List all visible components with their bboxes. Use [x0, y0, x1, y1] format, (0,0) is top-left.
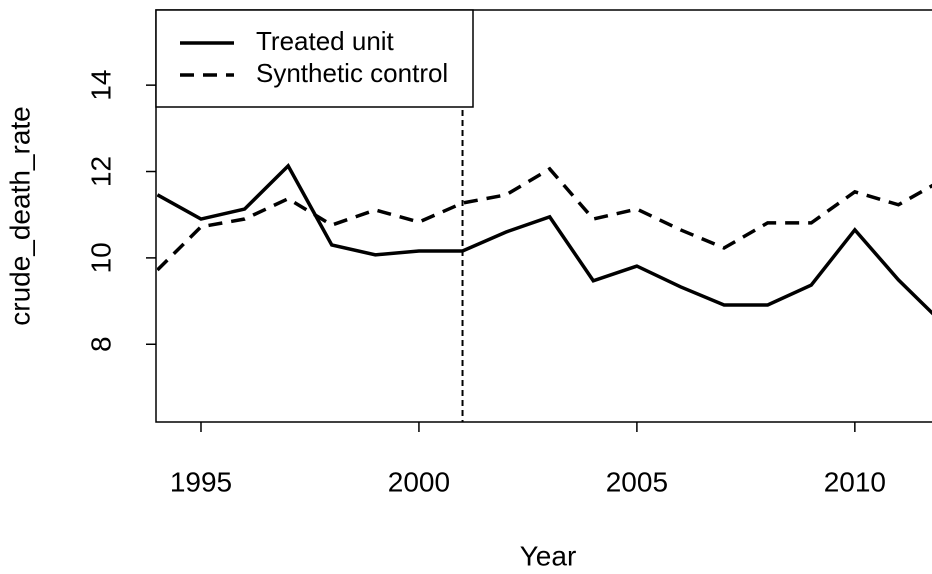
y-tick-label: 12	[85, 156, 116, 187]
y-axis-label: crude_death_rate	[4, 106, 35, 326]
series-line	[157, 163, 932, 316]
x-tick-label: 2010	[824, 466, 886, 497]
x-tick-label: 2005	[606, 466, 668, 497]
plot-frame	[155, 9, 932, 423]
y-tick-label: 8	[85, 336, 116, 352]
legend-box	[155, 9, 474, 108]
legend-label: Synthetic control	[256, 58, 448, 88]
x-tick-label: 1995	[170, 466, 232, 497]
y-tick-label: 10	[85, 242, 116, 273]
plot-area	[157, 10, 932, 422]
series-line	[157, 166, 932, 272]
legend-label: Treated unit	[256, 26, 395, 56]
x-axis-label: Year	[520, 540, 577, 571]
x-tick-label: 2000	[388, 466, 450, 497]
y-tick-label: 14	[85, 70, 116, 101]
